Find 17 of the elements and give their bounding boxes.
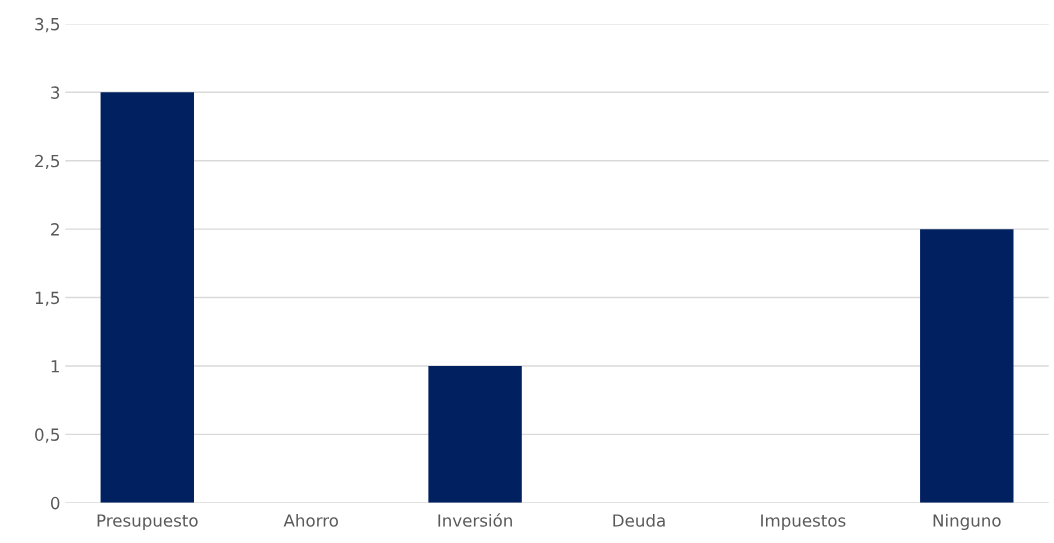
x-tick-label: Inversión xyxy=(438,513,512,527)
bar xyxy=(920,229,1014,503)
y-tick-label: 3,5 xyxy=(35,17,60,33)
y-tick-label: 0 xyxy=(50,496,60,510)
y-tick-label: 1 xyxy=(51,360,59,373)
x-tick-label: Presupuesto xyxy=(97,514,198,531)
y-tick-label: 3 xyxy=(51,86,60,99)
y-tick-label: 1,5 xyxy=(35,291,60,306)
y-tick-label: 0,5 xyxy=(35,428,60,443)
bar xyxy=(428,365,522,503)
x-tick-label: Ninguno xyxy=(933,513,1001,531)
x-tick-label: Impuestos xyxy=(761,514,846,531)
x-tick-label: Deuda xyxy=(613,513,665,527)
bar xyxy=(100,92,195,503)
y-tick-label: 2,5 xyxy=(35,154,60,169)
y-tick-label: 2 xyxy=(51,223,59,236)
x-tick-label: Ahorro xyxy=(283,513,338,527)
